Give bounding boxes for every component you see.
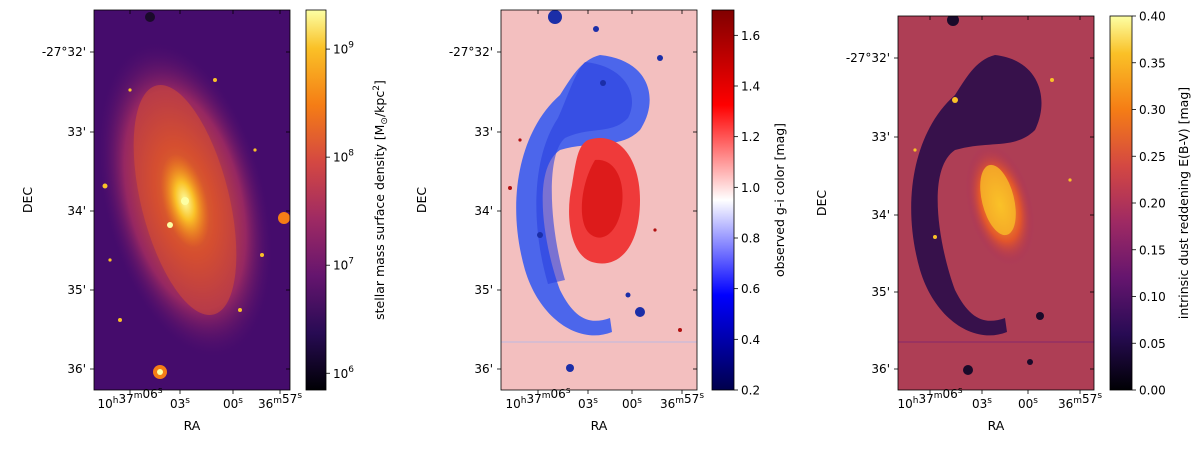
dec-tick-label: -27°32' — [42, 45, 86, 59]
colorbar-tick-label: 1.4 — [741, 80, 760, 94]
dec-tick-label: 35' — [474, 283, 493, 297]
colorbar-tick-label: 0.35 — [1139, 56, 1166, 70]
colorbar-tick-label: 108 — [333, 149, 354, 165]
dec-tick-label: 33' — [871, 130, 890, 144]
ra-tick-label: 03s — [578, 396, 598, 411]
panel-stellar-mass: 10h37m06s 03s 00s 36m57s -27°32' 33' 34' 35' 36'… — [20, 9, 390, 433]
colorbar-tick-label: 0.40 — [1139, 10, 1166, 24]
ra-tick-label: 00s — [1018, 396, 1038, 411]
image-color — [501, 10, 697, 390]
dec-tick-label: 36' — [67, 362, 86, 376]
ra-tick-label: 36m57s — [258, 391, 302, 411]
dec-tick-label: 33' — [67, 125, 86, 139]
colorbar-tick-label: 1.0 — [741, 181, 760, 195]
colorbar-tick-label: 1.2 — [741, 130, 760, 144]
colorbar-tick-label: 0.20 — [1139, 197, 1166, 211]
ra-tick-label: 10h37m06s — [897, 386, 962, 411]
colorbar-tick-label: 107 — [333, 257, 354, 273]
axes-stellar-mass: 10h37m06s 03s 00s 36m57s -27°32' 33' 34' 35' 36'… — [20, 10, 302, 433]
dec-tick-label: 33' — [474, 125, 493, 139]
colorbar-ticks-color: 0.2 0.4 0.6 0.8 1.0 1.2 1.4 1.6 — [734, 29, 760, 398]
y-axis-label: DEC — [20, 187, 35, 214]
colorbar-tick-label: 0.4 — [741, 333, 760, 347]
x-axis-label: RA — [184, 418, 201, 433]
ra-tick-label: 36m57s — [1058, 391, 1102, 411]
y-axis-label: DEC — [814, 190, 829, 217]
colorbar-dust — [1109, 15, 1133, 391]
colorbar-tick-label: 0.05 — [1139, 337, 1166, 351]
colorbar-label-dust: intrinsic dust reddening E(B-V) [mag] — [1176, 87, 1191, 319]
image-dust — [898, 16, 1094, 390]
x-axis-label: RA — [591, 418, 608, 433]
y-axis-label: DEC — [414, 187, 429, 214]
colorbar-color — [711, 9, 735, 391]
colorbar-tick-label: 0.15 — [1139, 243, 1166, 257]
dec-tick-label: 34' — [474, 204, 493, 218]
colorbar-tick-label: 0.6 — [741, 282, 760, 296]
dec-tick-label: 34' — [67, 204, 86, 218]
dec-tick-label: 35' — [871, 285, 890, 299]
ra-tick-label: 00s — [223, 396, 243, 411]
colorbar-tick-label: 106 — [333, 365, 354, 381]
dec-tick-label: 34' — [871, 208, 890, 222]
dec-tick-label: -27°32' — [846, 51, 890, 65]
dec-tick-label: -27°32' — [449, 45, 493, 59]
axes-color: 10h37m06s 03s 00s 36m57s -27°32' 33' 34' 35' 36'… — [414, 10, 704, 433]
dec-tick-label: 36' — [474, 362, 493, 376]
panel-color: 10h37m06s 03s 00s 36m57s -27°32' 33' 34' 35' 36'… — [414, 9, 787, 433]
colorbar-tick-label: 0.25 — [1139, 150, 1166, 164]
colorbar-tick-label: 109 — [333, 41, 354, 57]
colorbar-tick-label: 0.00 — [1139, 384, 1166, 398]
colorbar-tick-label: 0.30 — [1139, 103, 1166, 117]
ra-tick-label: 36m57s — [660, 391, 704, 411]
x-axis-label: RA — [988, 418, 1005, 433]
colorbar-label-stellar-mass: stellar mass surface density [M⊙/kpc2] — [372, 80, 390, 320]
colorbar-ticks-stellar-mass: 106 107 108 109 — [326, 41, 354, 381]
ra-tick-label: 10h37m06s — [505, 386, 570, 411]
colorbar-stellar-mass — [305, 9, 327, 391]
ra-tick-label: 03s — [972, 396, 992, 411]
dark-arc — [911, 55, 1042, 336]
axes-dust: 10h37m06s 03s 00s 36m57s -27°32' 33' 34' 35' 36'… — [814, 16, 1102, 433]
ra-tick-label: 00s — [622, 396, 642, 411]
dec-tick-label: 35' — [67, 283, 86, 297]
colorbar-ticks-dust: 0.00 0.05 0.10 0.15 0.20 0.25 0.30 0.35 0.40 — [1132, 10, 1166, 398]
ra-tick-label: 03s — [170, 396, 190, 411]
ra-tick-label: 10h37m06s — [97, 386, 162, 411]
colorbar-tick-label: 0.2 — [741, 384, 760, 398]
colorbar-label-color: observed g-i color [mag] — [772, 123, 787, 277]
panel-dust: 10h37m06s 03s 00s 36m57s -27°32' 33' 34' 35' 36'… — [814, 10, 1191, 434]
colorbar-tick-label: 0.8 — [741, 232, 760, 246]
image-stellar-mass — [94, 10, 290, 390]
colorbar-tick-label: 0.10 — [1139, 290, 1166, 304]
dec-tick-label: 36' — [871, 362, 890, 376]
colorbar-tick-label: 1.6 — [741, 29, 760, 43]
